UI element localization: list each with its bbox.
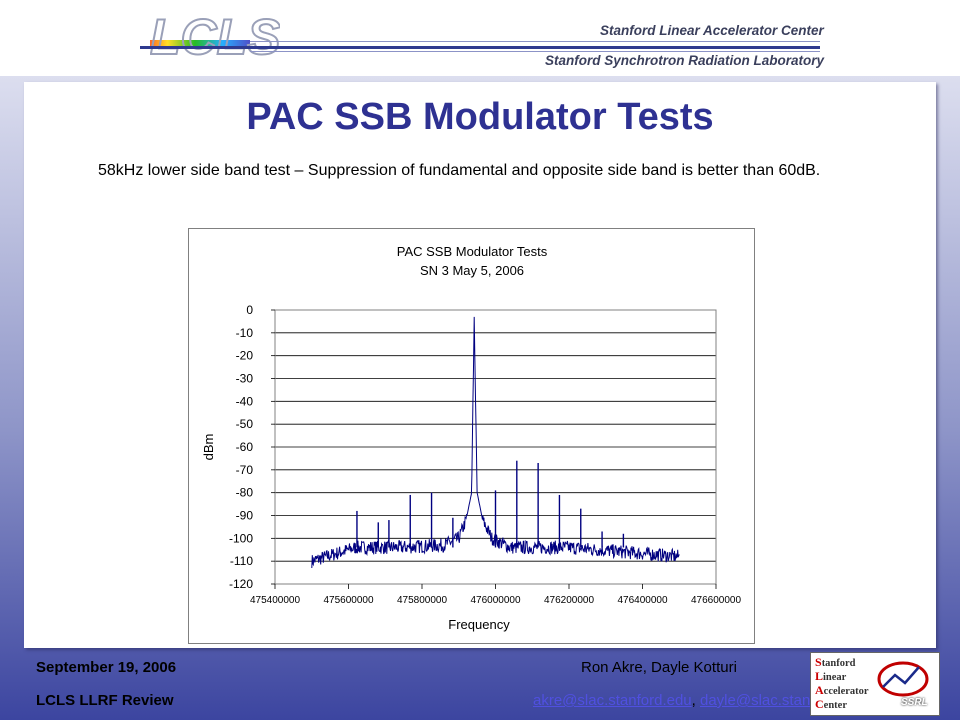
y-tick-label: -100 bbox=[229, 531, 253, 545]
footer-authors: Ron Akre, Dayle Kotturi bbox=[581, 659, 737, 676]
slide-description: 58kHz lower side band test – Suppression… bbox=[98, 162, 821, 179]
org-name-slac: Stanford Linear Accelerator Center bbox=[600, 23, 824, 38]
x-tick-label: 476000000 bbox=[470, 595, 520, 606]
header-divider-thin-bottom bbox=[250, 51, 820, 52]
slac-logo-line1: Stanford bbox=[815, 655, 856, 669]
spectrum-chart-svg: PAC SSB Modulator Tests SN 3 May 5, 2006… bbox=[201, 244, 741, 632]
x-tick-label: 475400000 bbox=[250, 595, 300, 606]
footer-review-name: LCLS LLRF Review bbox=[36, 692, 174, 709]
lcls-logo: LCLS bbox=[150, 10, 280, 62]
slac-logo-line3: Accelerator bbox=[815, 683, 869, 697]
chart-grid bbox=[274, 309, 717, 585]
y-tick-label: -20 bbox=[236, 349, 254, 363]
y-tick-label: -50 bbox=[236, 417, 254, 431]
svg-text:LCLS: LCLS bbox=[150, 10, 280, 62]
slac-logo-line2: Linear bbox=[815, 669, 847, 683]
org-name-ssrl: Stanford Synchrotron Radiation Laborator… bbox=[545, 53, 825, 68]
y-tick-label: 0 bbox=[246, 303, 253, 317]
y-tick-label: -120 bbox=[229, 577, 253, 591]
chart-subtitle: SN 3 May 5, 2006 bbox=[420, 263, 524, 278]
chart-ticks: 0 -10 -20 -30 -40 -50 -60 -70 -80 -90 -100 -110 -120… bbox=[229, 303, 741, 606]
x-tick-label: 476600000 bbox=[691, 595, 741, 606]
header-bar: LCLS Stanford Linear Accelerator Center … bbox=[0, 0, 960, 76]
x-tick-label: 476200000 bbox=[544, 595, 594, 606]
slac-logo: Stanford Linear Accelerator Center SSRL bbox=[810, 652, 940, 716]
slide-title: PAC SSB Modulator Tests bbox=[246, 96, 714, 138]
y-tick-label: -110 bbox=[230, 554, 253, 568]
y-tick-label: -10 bbox=[236, 326, 254, 340]
x-tick-label: 475600000 bbox=[323, 595, 373, 606]
header-divider-thin-top bbox=[250, 41, 820, 42]
y-tick-label: -70 bbox=[236, 463, 254, 477]
ssrl-badge: SSRL bbox=[901, 697, 928, 708]
x-tick-label: 476400000 bbox=[617, 595, 667, 606]
email-link-akre[interactable]: akre@slac.stanford.edu bbox=[533, 692, 692, 709]
ssrl-ring-icon bbox=[877, 661, 929, 697]
chart-title: PAC SSB Modulator Tests bbox=[397, 244, 548, 259]
chart-trace bbox=[311, 316, 680, 569]
footer-date: September 19, 2006 bbox=[36, 659, 177, 676]
y-tick-label: -60 bbox=[236, 440, 254, 454]
y-tick-label: -80 bbox=[236, 486, 254, 500]
y-tick-label: -40 bbox=[236, 394, 254, 408]
header-divider bbox=[140, 46, 820, 49]
chart-x-axis-label: Frequency bbox=[448, 617, 510, 632]
spectrum-chart: PAC SSB Modulator Tests SN 3 May 5, 2006… bbox=[188, 228, 755, 644]
slac-logo-line4: Center bbox=[815, 697, 847, 711]
x-tick-label: 475800000 bbox=[397, 595, 447, 606]
email-separator: , bbox=[691, 692, 700, 709]
y-tick-label: -90 bbox=[236, 509, 254, 523]
y-tick-label: -30 bbox=[236, 372, 254, 386]
chart-y-axis-label: dBm bbox=[201, 434, 216, 461]
